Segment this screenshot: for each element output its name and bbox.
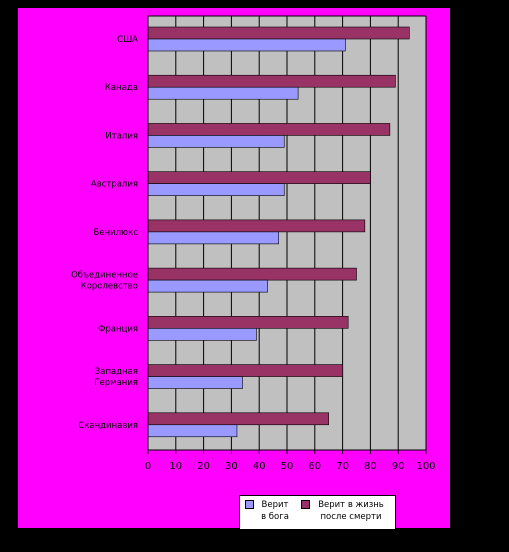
legend: Верит в бога Верит в жизнь после смерти — [239, 495, 396, 530]
legend-swatch-1 — [245, 500, 254, 509]
bar-8-series-1 — [147, 376, 243, 389]
bar-4-series-2 — [147, 171, 371, 184]
bar-7-series-1 — [147, 328, 257, 341]
x-tick-label: 80 — [364, 461, 377, 472]
bar-1-series-2 — [147, 26, 410, 40]
x-tick-label: 10 — [169, 461, 182, 472]
bar-4-series-1 — [147, 183, 285, 196]
legend-label-1: Верит в бога — [261, 500, 289, 522]
x-tick-label: 20 — [197, 461, 210, 472]
bar-7-series-2 — [147, 316, 349, 329]
bar-9-series-1 — [147, 424, 238, 438]
x-tick-label: 30 — [225, 461, 238, 472]
bar-chart: США Канада Италия Австралия Бенилюкс Объедине… — [71, 15, 436, 472]
x-tick-label: 90 — [392, 461, 405, 472]
category-label: Объединенное Королевство — [71, 271, 138, 292]
bar-8-series-2 — [147, 364, 343, 377]
bar-5-series-2 — [147, 219, 366, 233]
category-label: Италия — [105, 131, 138, 141]
category-label: Австралия — [91, 180, 138, 190]
category-label: США — [117, 35, 138, 45]
bar-5-series-1 — [147, 231, 279, 245]
category-label: Скандинавия — [78, 421, 138, 431]
x-tick-label: 100 — [416, 461, 435, 472]
bar-2-series-1 — [147, 86, 299, 100]
x-tick-label: 40 — [253, 461, 266, 472]
category-label: Канада — [105, 83, 138, 93]
x-tick-label: 60 — [308, 461, 321, 472]
x-tick-label: 50 — [281, 461, 294, 472]
bar-9-series-2 — [147, 412, 329, 426]
bar-3-series-1 — [147, 135, 285, 148]
legend-swatch-2 — [301, 500, 310, 509]
bar-3-series-2 — [147, 123, 391, 136]
x-tick-label: 0 — [145, 461, 151, 472]
category-label: Франция — [98, 324, 138, 334]
bar-6-series-2 — [147, 267, 357, 281]
category-label: Бенилюкс — [93, 228, 138, 238]
chart-panel: США Канада Италия Австралия Бенилюкс Объедине… — [18, 8, 450, 530]
x-tick-label: 70 — [336, 461, 349, 472]
legend-label-2: Верит в жизнь после смерти — [318, 500, 384, 522]
category-label: Западная Германия — [94, 367, 138, 388]
bar-1-series-1 — [147, 38, 346, 52]
bar-2-series-2 — [147, 74, 396, 88]
bar-6-series-1 — [147, 279, 268, 293]
